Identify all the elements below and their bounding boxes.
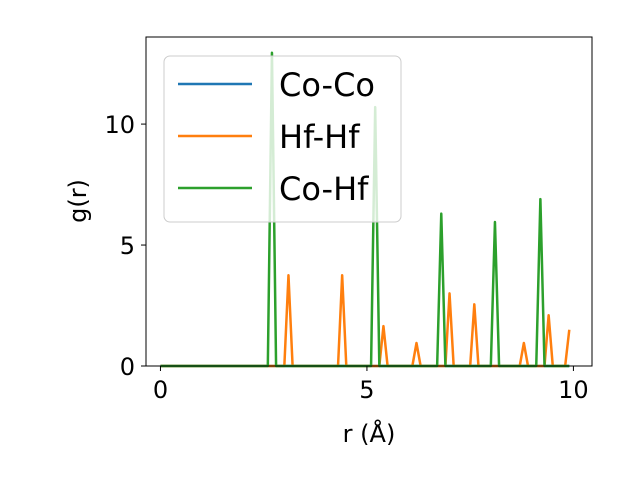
legend-label-co-co: Co-Co	[279, 66, 375, 104]
legend-label-hf-hf: Hf-Hf	[279, 118, 360, 156]
plot-frame	[145, 36, 593, 367]
x-tick-label: 5	[359, 376, 374, 404]
y-tick-label: 0	[120, 353, 135, 381]
y-tick-label: 5	[120, 232, 135, 260]
legend: Co-Co Hf-Hf Co-Hf	[163, 55, 402, 223]
x-tick-label: 0	[153, 376, 168, 404]
x-axis-label: r (Å)	[343, 419, 396, 448]
legend-box	[163, 55, 402, 223]
series-line-co-hf	[160, 51, 570, 368]
x-tick-label: 10	[558, 376, 589, 404]
legend-label-co-hf: Co-Hf	[279, 170, 369, 208]
x-axis: 0 5 10	[153, 366, 589, 404]
y-axis-label: g(r)	[64, 179, 92, 223]
y-axis: 0 5 10	[104, 111, 146, 381]
y-tick-label: 10	[104, 111, 135, 139]
